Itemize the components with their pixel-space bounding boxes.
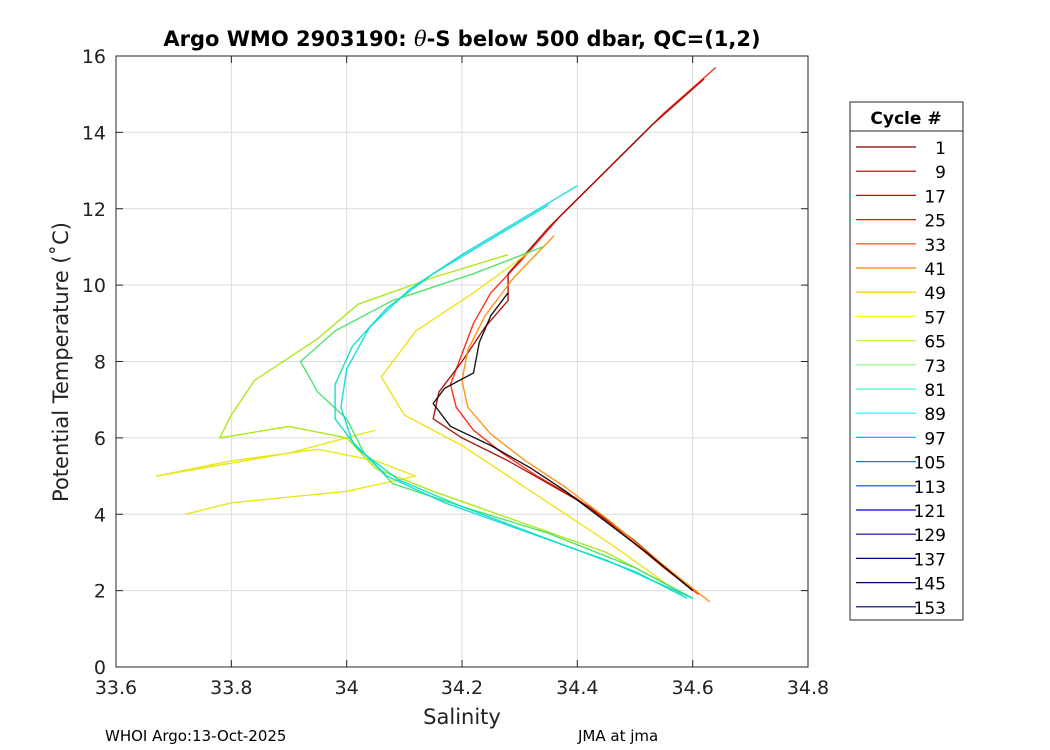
legend-label: 17 [924,187,946,207]
title-prefix: Argo WMO 2903190: [163,27,414,51]
title-theta: θ [414,27,427,51]
y-tick-label: 14 [82,122,106,144]
legend-label: 65 [924,333,946,353]
y-tick-label: 0 [94,657,106,679]
legend-label: 49 [924,284,946,304]
y-tick-label: 10 [82,275,106,297]
legend-box [849,101,964,621]
legend-label: 137 [914,550,946,570]
legend-label: 9 [935,163,946,183]
y-tick-label: 12 [82,199,106,221]
series-line-2 [461,235,711,603]
legend-label: 97 [924,429,946,449]
legend-label: 145 [914,575,946,595]
series-layer [155,66,717,603]
y-tick-label: 8 [94,352,106,374]
legend-label: 33 [924,236,946,256]
y-tick-label: 4 [94,504,106,526]
legend-label: 25 [924,212,946,232]
legend-label: 1 [935,139,946,159]
chart-title: Argo WMO 2903190: θ-S below 500 dbar, QC… [163,27,760,51]
legend-label: 105 [914,454,946,474]
series-line-9 [432,292,694,592]
series-line-7 [340,185,693,599]
series-line-8 [334,204,688,599]
legend-label: 121 [914,502,946,522]
legend: Cycle # 1 9 17 25 33 41 49 57 65 73 81 89 97 105 113 12… [849,101,964,621]
legend-label: 89 [924,405,946,425]
footer-operator: JMA at jma [577,727,658,745]
x-axis-label: Salinity [423,705,501,729]
x-tick-label: 34 [335,677,359,699]
footer-source: WHOI Argo:13-Oct-2025 [105,727,286,745]
legend-entries: 1 9 17 25 33 41 49 57 65 73 81 89 97 105 113 121 129 137 1… [856,139,946,619]
y-tick-label: 16 [82,46,106,68]
ticks: 33.6 33.8 34 34.2 34.4 34.6 34.8 0 2 4 6 8 10 12 14 16 [82,46,829,699]
x-tick-label: 34.2 [441,677,483,699]
series-line-5 [219,253,694,599]
x-tick-label: 34.4 [556,677,598,699]
x-tick-label: 34.6 [672,677,714,699]
legend-label: 113 [914,478,946,498]
y-tick-label: 2 [94,581,106,603]
legend-label: 81 [924,381,946,401]
y-axis-label: Potential Temperature (˚C) [49,222,73,502]
legend-title: Cycle # [870,109,941,129]
x-tick-label: 33.8 [210,677,252,699]
title-suffix: -S below 500 dbar, QC=(1,2) [427,27,761,51]
series-line-4 [155,429,417,515]
legend-label: 153 [914,599,946,619]
legend-label: 41 [924,260,946,280]
x-tick-label: 33.6 [95,677,137,699]
x-tick-label: 34.8 [787,677,829,699]
legend-label: 129 [914,526,946,546]
series-line-3 [380,250,682,595]
legend-label: 57 [924,308,946,328]
series-line-6 [299,246,694,599]
legend-label: 73 [924,357,946,377]
y-tick-label: 6 [94,428,106,450]
series-line-1 [432,78,705,592]
